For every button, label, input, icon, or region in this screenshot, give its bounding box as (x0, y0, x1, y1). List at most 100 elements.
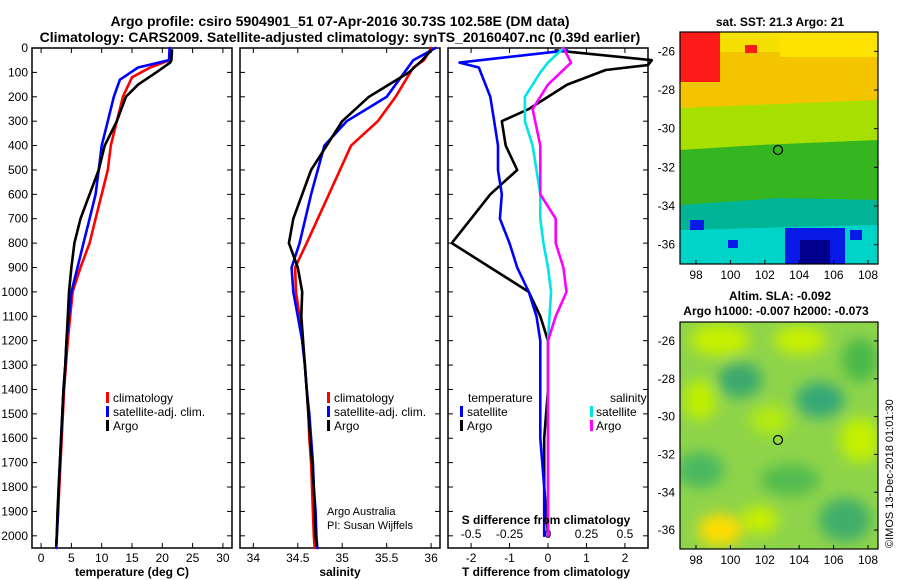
sst-map-title: sat. SST: 21.3 Argo: 21 (716, 15, 845, 29)
s-difference-axis-label: S difference from climatology (462, 513, 631, 527)
x-tick-label: -2 (466, 551, 477, 565)
map-x-tick-label: 100 (720, 553, 740, 567)
series-line-argo (287, 49, 433, 547)
temperature-axis-label: temperature (deg C) (75, 565, 189, 579)
attribution-line1: Argo Australia (327, 506, 396, 518)
map-y-tick-label: -30 (658, 122, 676, 136)
depth-tick-label: 2000 (1, 529, 28, 543)
depth-tick-label: 1200 (1, 334, 28, 348)
sla-float-marker (772, 434, 784, 446)
x-tick-label: 34.5 (286, 551, 310, 565)
x-tick-label: 15 (125, 551, 139, 565)
depth-tick-label: 700 (8, 212, 28, 226)
depth-tick-label: 1800 (1, 480, 28, 494)
series-line-argo (54, 49, 174, 547)
attribution-line2: PI: Susan Wijffels (327, 520, 413, 532)
depth-tick-label: 400 (8, 139, 28, 153)
x-tick-label: 34 (247, 551, 261, 565)
map-x-tick-label: 108 (858, 268, 878, 282)
depth-tick-label: 100 (8, 65, 28, 79)
map-x-tick-label: 104 (789, 553, 809, 567)
x-tick-label: 0 (545, 551, 552, 565)
map-y-tick-label: -34 (658, 199, 676, 213)
depth-tick-label: 1700 (1, 456, 28, 470)
depth-tick-label: 1100 (2, 309, 28, 323)
map-x-tick-label: 106 (824, 268, 844, 282)
map-x-tick-label: 100 (720, 268, 740, 282)
difference-legend: temperature salinity satellite Argo sate… (460, 391, 647, 433)
legend-swatch-satellite-s (327, 406, 330, 417)
sst-map (680, 32, 878, 264)
legend-swatch-t-argo (460, 420, 463, 431)
legend-climatology: climatology (113, 391, 173, 405)
figure-title-line2: Climatology: CARS2009. Satellite-adjuste… (40, 29, 641, 45)
depth-tick-label: 800 (8, 236, 28, 250)
salinity-axis-label: salinity (319, 565, 361, 579)
legend-swatch-climatology-s (327, 392, 330, 403)
temperature-panel-frame (31, 47, 233, 549)
map-x-tick-label: 98 (689, 268, 703, 282)
map-y-tick-label: -28 (658, 83, 676, 97)
temperature-legend: climatology satellite-adj. clim. Argo (106, 391, 205, 433)
legend-swatch-s-argo (590, 420, 593, 431)
series-line-salinity-argo (531, 46, 573, 538)
legend-argo: Argo (113, 419, 139, 433)
map-x-tick-label: 102 (755, 268, 775, 282)
legend-argo-s: Argo (334, 419, 360, 433)
salinity-panel-frame (239, 47, 441, 549)
legend-salinity-heading: salinity (610, 391, 647, 405)
map-y-tick-label: -32 (658, 447, 676, 461)
s-diff-tick-label: -0.25 (496, 527, 524, 541)
figure-title-line1: Argo profile: csiro 5904901_51 07-Apr-20… (110, 13, 569, 29)
depth-tick-label: 0 (21, 41, 28, 55)
legend-temperature-heading: temperature (468, 391, 533, 405)
legend-swatch-s-satellite (590, 406, 593, 417)
map-y-tick-label: -32 (658, 160, 676, 174)
x-tick-label: 2 (622, 551, 629, 565)
depth-tick-label: 200 (8, 90, 28, 104)
sla-map-title1: Altim. SLA: -0.092 (729, 289, 831, 303)
map-x-tick-label: 104 (789, 268, 809, 282)
sla-map-title2: Argo h1000: -0.007 h2000: -0.073 (683, 304, 869, 318)
map-x-tick-label: 102 (755, 553, 775, 567)
profile-lines: 0 5 10 15 20 25 30 34 34.5 35 35.5 36 -2 -1 0 1 2 -0.5 -0.… (38, 46, 654, 565)
salinity-legend: climatology satellite-adj. clim. Argo (327, 391, 426, 433)
legend-swatch-t-satellite (460, 406, 463, 417)
map-x-tick-label: 108 (858, 553, 878, 567)
legend-s-argo: Argo (596, 419, 622, 433)
series-line-temperature-satellite (458, 49, 569, 538)
x-tick-label: -1 (504, 551, 515, 565)
s-diff-tick-label: -0.5 (461, 527, 482, 541)
legend-climatology-s: climatology (334, 391, 394, 405)
legend-t-argo: Argo (467, 419, 493, 433)
map-y-tick-label: -30 (658, 410, 676, 424)
depth-tick-label: 300 (8, 114, 28, 128)
legend-swatch-climatology (106, 392, 109, 403)
map-y-tick-label: -26 (658, 334, 676, 348)
depth-tick-label: 1000 (1, 285, 28, 299)
depth-axis: 0 100 200 300 400 500 600 700 800 900 1000 1100 1200… (1, 41, 648, 543)
legend-swatch-argo (106, 420, 109, 431)
legend-swatch-satellite (106, 406, 109, 417)
depth-tick-label: 1300 (1, 358, 28, 372)
legend-swatch-argo-s (327, 420, 330, 431)
x-tick-label: 35.5 (375, 551, 399, 565)
t-difference-axis-label: T difference from climatology (462, 565, 630, 579)
series-line-climatology (293, 46, 433, 550)
x-tick-label: 36 (424, 551, 438, 565)
map-y-tick-label: -36 (658, 523, 676, 537)
depth-tick-label: 1400 (1, 382, 28, 396)
map-x-tick-label: 106 (824, 553, 844, 567)
depth-tick-label: 1600 (1, 431, 28, 445)
legend-satellite-clim: satellite-adj. clim. (113, 405, 205, 419)
sst-map-axes: -26 -28 -30 -32 -34 -36 98 100 102 104 106 108 (658, 44, 879, 282)
legend-s-satellite: satellite (596, 405, 637, 419)
x-tick-label: 0 (38, 551, 45, 565)
depth-tick-label: 600 (8, 187, 28, 201)
x-tick-label: 30 (216, 551, 230, 565)
depth-tick-label: 1500 (1, 407, 28, 421)
sst-float-marker (772, 144, 784, 156)
series-line-climatology (54, 46, 172, 550)
s-diff-tick-label: 0.25 (575, 527, 599, 541)
